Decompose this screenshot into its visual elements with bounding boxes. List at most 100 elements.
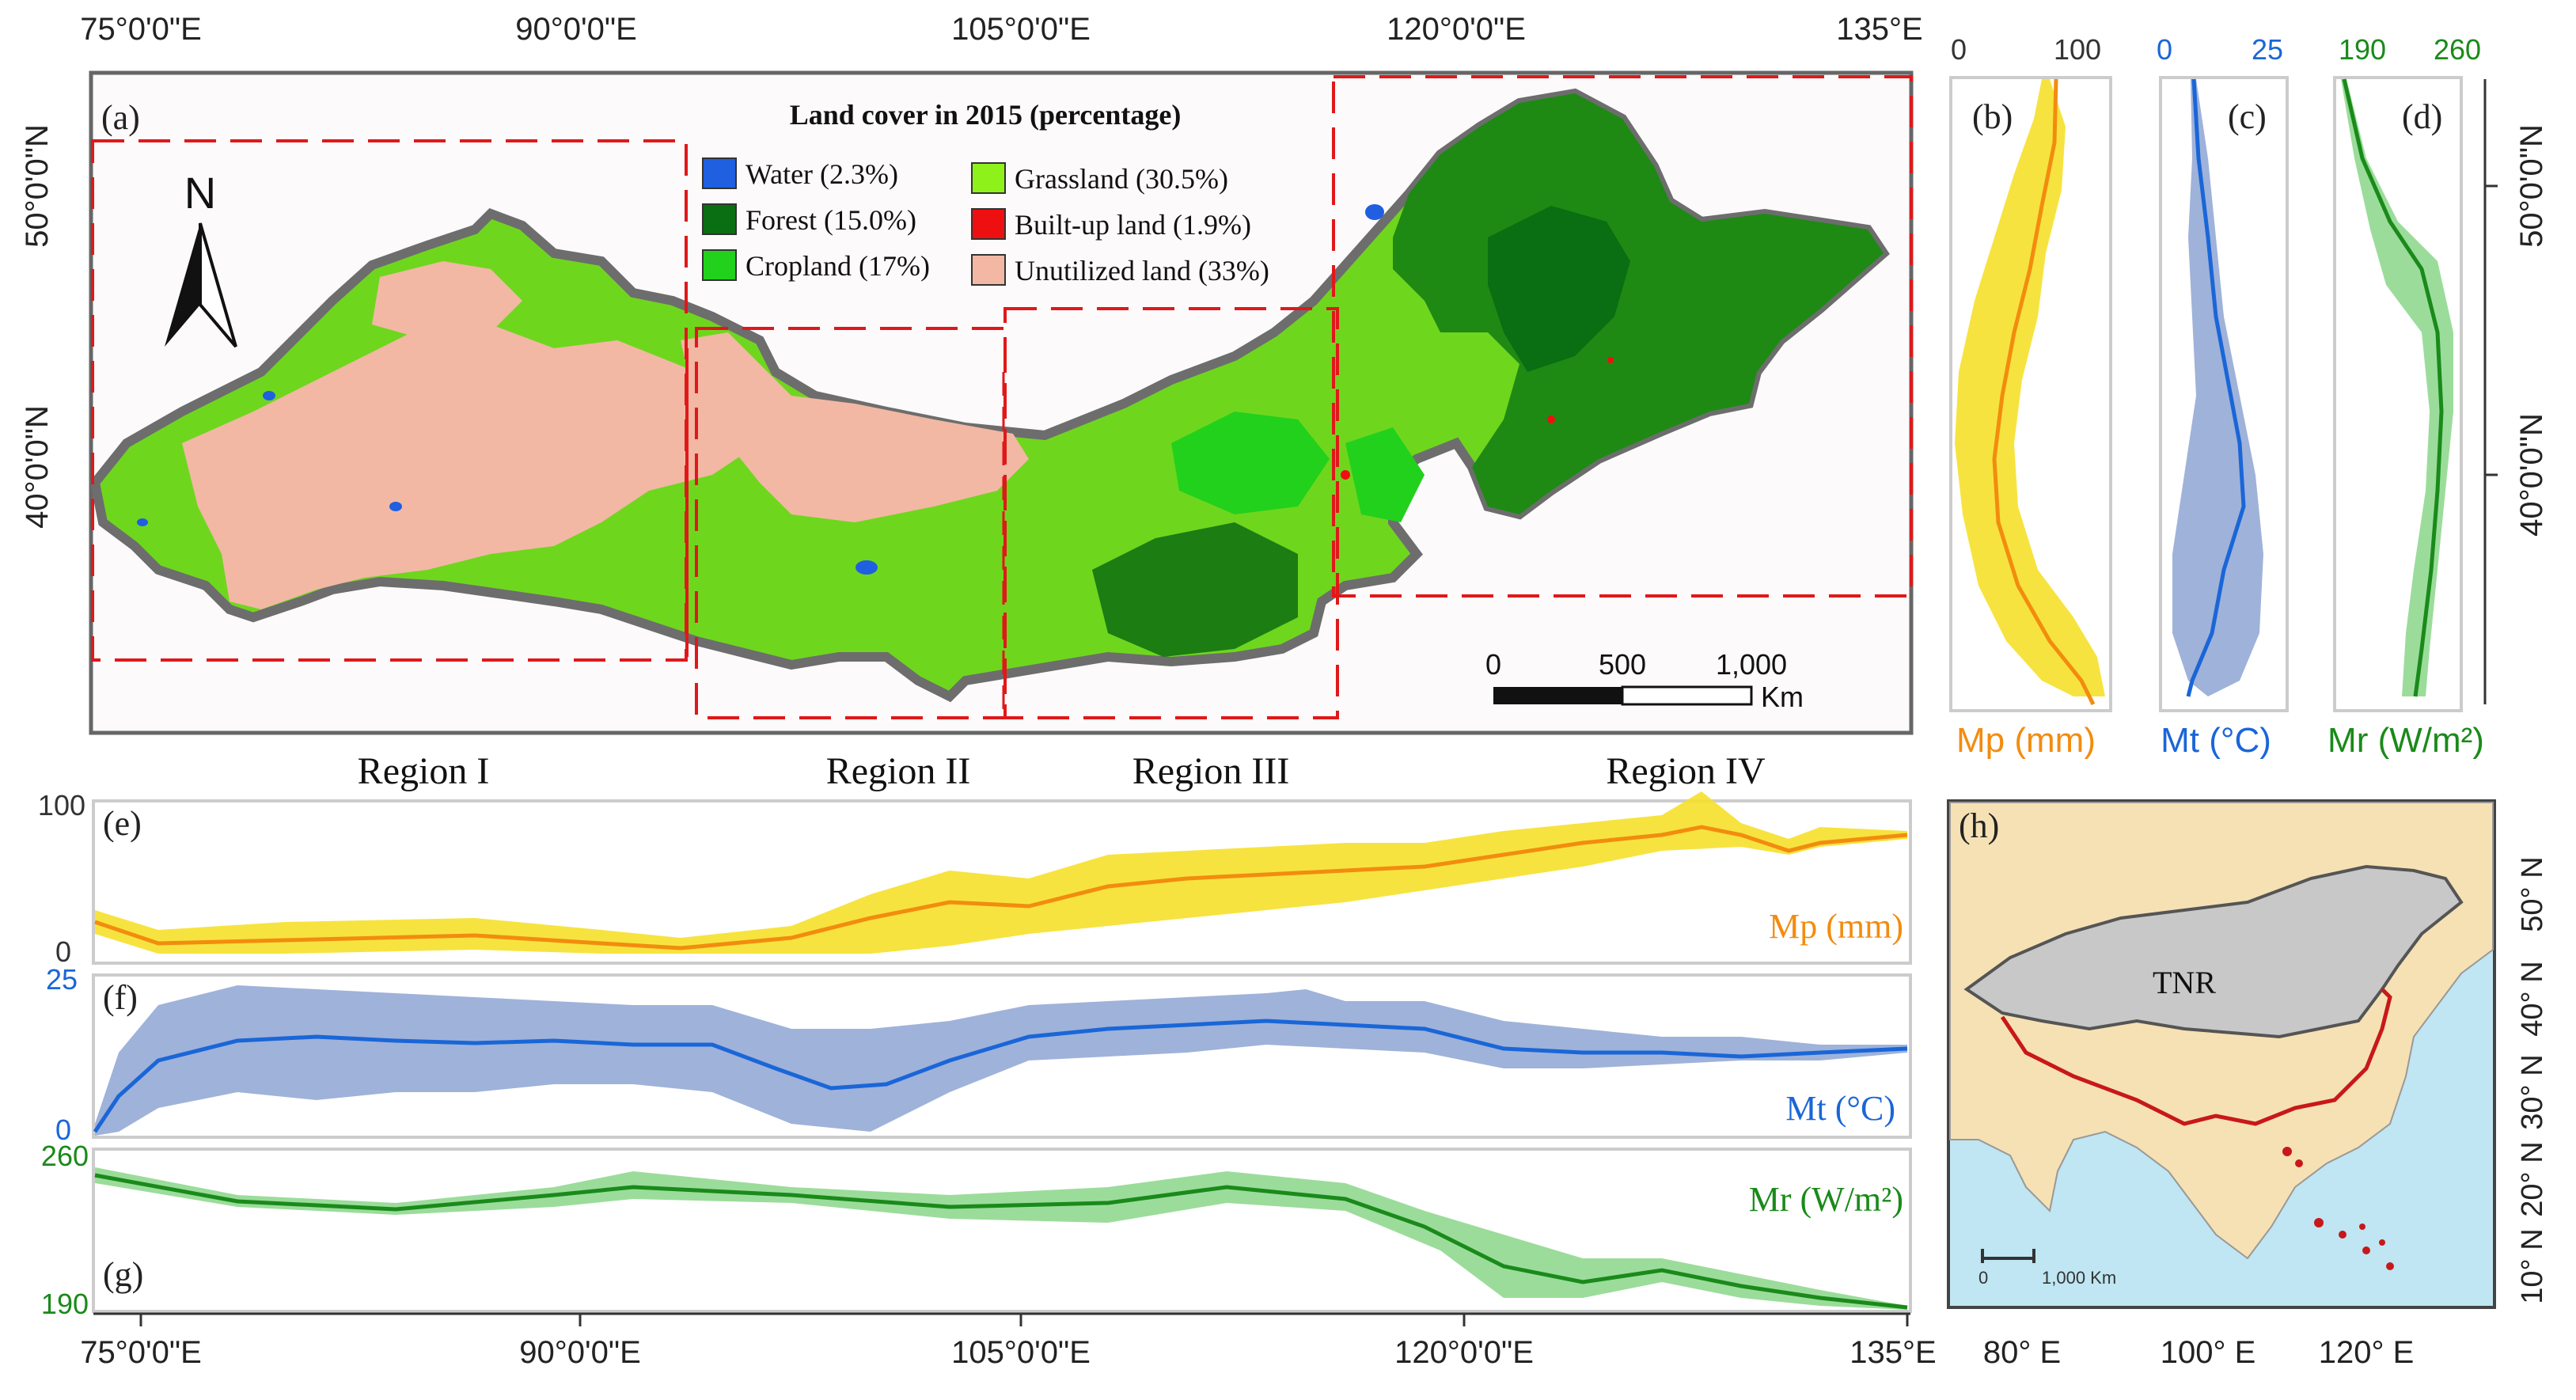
inset-island-4 [2339, 1231, 2346, 1239]
region-label-II: Region II [826, 750, 971, 792]
water-lake-3 [263, 391, 275, 400]
bottom-axis-lon-105: 105°0'0"E [951, 1335, 1091, 1370]
left-axis-lat-40: 40°0'0"N [20, 405, 55, 529]
profile-e-name: Mp (mm) [1769, 907, 1903, 946]
profile-b-scale-max: 100 [2054, 33, 2101, 66]
profile-f-band [95, 985, 1907, 1136]
forest-northeast [1393, 93, 1884, 514]
profile-d-name: Mr (W/m²) [2328, 721, 2484, 760]
north-arrow-icon: N [165, 168, 237, 348]
profile-d-scale-min: 190 [2339, 33, 2386, 66]
profile-b-band [1955, 79, 2105, 696]
profile-d-band [2341, 79, 2453, 696]
legend-label-unutilized: Unutilized land (33%) [1015, 255, 1269, 286]
builtup-dot-1 [1341, 470, 1350, 480]
profile-e-ymax: 100 [38, 789, 85, 821]
inset-lon-120: 120° E [2319, 1335, 2415, 1370]
top-axis-lon-105: 105°0'0"E [951, 12, 1091, 47]
inset-south-china-sea-islands [2282, 1147, 2394, 1270]
unutilized-land-west [182, 324, 776, 609]
bottom-axis-lon-90: 90°0'0"E [519, 1335, 641, 1370]
inset-lat-40: 40° N [2516, 961, 2549, 1036]
top-axis-lon-75: 75°0'0"E [80, 12, 202, 47]
profile-g-band [95, 1167, 1907, 1310]
builtup-dot-2 [1547, 415, 1555, 423]
legend-label-water: Water (2.3%) [745, 158, 898, 190]
profile-b-name: Mp (mm) [1956, 721, 2096, 760]
scale-unit: Km [1761, 681, 1804, 713]
scale-segment-white [1621, 685, 1753, 706]
profile-right-axis-lat-40: 40°0'0"N [2514, 413, 2549, 537]
bottom-axis-lon-120: 120°0'0"E [1394, 1335, 1534, 1370]
profile-e-mean-line [94, 825, 1908, 950]
legend-label-builtup: Built-up land (1.9%) [1015, 209, 1251, 241]
profile-d-scale-max: 260 [2434, 33, 2481, 66]
legend-swatch-cropland [702, 249, 737, 281]
legend-swatch-forest [702, 203, 737, 235]
profile-c-band [2172, 79, 2263, 696]
inset-china-boundary [2000, 988, 2392, 1126]
profile-g-label: (g) [103, 1255, 143, 1294]
region-label-I: Region I [358, 750, 490, 792]
profile-g-mean-line [94, 1173, 1908, 1310]
region-II-box [695, 327, 1007, 719]
panel-label-a: (a) [101, 98, 140, 137]
scale-tick-0: 0 [1485, 648, 1501, 681]
inset-scale-zero: 0 [1978, 1268, 1988, 1288]
builtup-dot-3 [1607, 357, 1614, 363]
region-IV-box [1332, 75, 1913, 598]
vertical-profiles: 0 100 0 25 190 260 (b) Mp (mm) (c) Mt (°… [1949, 33, 2549, 760]
legend-label-grassland: Grassland (30.5%) [1015, 163, 1228, 195]
profile-g-name: Mr (W/m²) [1749, 1180, 1903, 1219]
north-arrow-right-half [199, 222, 237, 348]
inset-lon-100: 100° E [2161, 1335, 2256, 1370]
inset-lat-50: 50° N [2516, 856, 2549, 931]
legend-label-cropland: Cropland (17%) [745, 250, 930, 282]
legend-swatch-grassland [971, 162, 1006, 194]
inset-lat-30: 30° N [2516, 1054, 2549, 1129]
cropland-patch-1 [1171, 412, 1330, 514]
legend-column-1: Water (2.3%) Forest (15.0%) Cropland (17… [702, 157, 930, 282]
bottom-axis-lon-75: 75°0'0"E [80, 1335, 202, 1370]
inset-island-1 [2282, 1147, 2292, 1156]
profile-f-name: Mt (°C) [1785, 1089, 1895, 1128]
scale-segment-black [1493, 687, 1622, 704]
profile-c-scale-max: 25 [2252, 33, 2283, 66]
profile-b-scale-min: 0 [1951, 33, 1967, 66]
profile-g-ymin: 190 [41, 1288, 89, 1320]
profile-e-label: (e) [103, 804, 142, 843]
profile-f-label: (f) [103, 978, 138, 1017]
north-arrow-letter: N [184, 168, 216, 218]
region-III-box [1003, 307, 1339, 719]
bottom-axis-lon-135: 135°E [1849, 1335, 1936, 1370]
profile-c-scale-min: 0 [2157, 33, 2172, 66]
inset-lat-10: 10° N [2516, 1228, 2549, 1303]
inset-tnr-label: TNR [2153, 965, 2216, 1000]
water-lake-2 [1365, 204, 1384, 220]
scale-tick-1000: 1,000 [1716, 648, 1787, 681]
legend-swatch-unutilized [971, 254, 1006, 286]
legend-swatch-water [702, 157, 737, 189]
north-arrow-left-half [165, 223, 200, 347]
cropland-patch-2 [1345, 427, 1425, 522]
profile-d-mean-line [2342, 78, 2444, 697]
profile-b-mean-line [1992, 78, 2096, 706]
scale-tick-500: 500 [1599, 648, 1646, 681]
inset-island-5 [2362, 1246, 2370, 1254]
scale-bar: 0 500 1,000 Km [1485, 648, 1804, 713]
inset-island-6 [2386, 1262, 2394, 1270]
inset-tnr-region [1963, 864, 2464, 1039]
top-axis-lon-90: 90°0'0"E [515, 12, 637, 47]
inset-island-2 [2295, 1159, 2303, 1167]
profile-g-frame [92, 1148, 1912, 1313]
profile-f-mean-line [93, 1019, 1908, 1133]
water-lake-5 [137, 518, 148, 526]
unutilized-land-north [372, 261, 522, 340]
main-map: 75°0'0"E 90°0'0"E 105°0'0"E 120°0'0"E 13… [20, 12, 1923, 792]
legend-title: Land cover in 2015 (percentage) [790, 99, 1182, 131]
inset-lat-20: 20° N [2516, 1141, 2549, 1216]
profile-g-ymax: 260 [41, 1140, 89, 1172]
profile-f-ymax: 25 [46, 963, 78, 996]
inset-lon-80: 80° E [1983, 1335, 2061, 1370]
